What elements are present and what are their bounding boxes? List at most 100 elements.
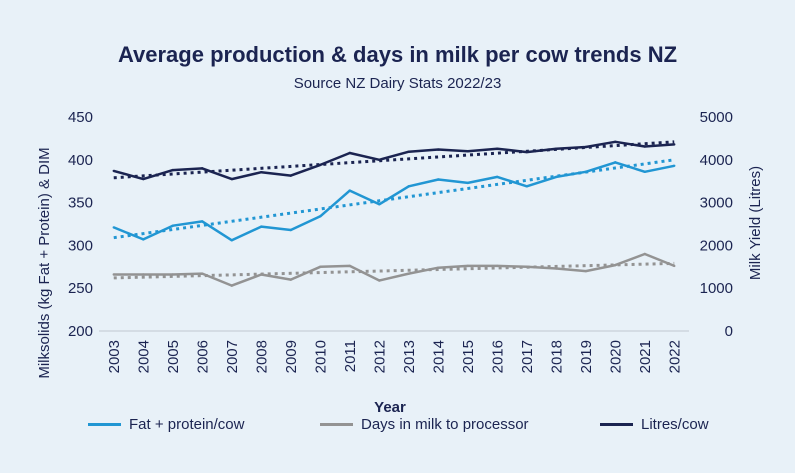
data-point-2: [437, 148, 440, 151]
x-tick: 2022: [666, 340, 683, 373]
data-point-2: [673, 143, 676, 146]
x-tick: 2010: [312, 340, 329, 373]
data-point-2: [319, 163, 322, 167]
data-point-2: [525, 150, 528, 154]
y-left-tick: 200: [68, 323, 93, 340]
legend-item-fat-protein: Fat + protein/cow: [88, 416, 244, 433]
legend-swatch-days-in-milk: [320, 423, 353, 426]
legend-label-days-in-milk: Days in milk to processor: [361, 416, 529, 433]
x-tick: 2020: [607, 340, 624, 373]
data-point-1: [348, 264, 351, 268]
data-point-2: [230, 177, 233, 181]
series-lines: [112, 140, 676, 287]
series-line-0: [113, 161, 675, 242]
data-point-1: [260, 273, 263, 276]
data-point-0: [348, 189, 351, 192]
data-point-0: [555, 175, 558, 179]
x-tick: 2018: [548, 340, 565, 373]
data-point-0: [673, 164, 676, 167]
data-point-0: [289, 228, 292, 232]
data-point-0: [112, 226, 115, 229]
y-axis-left-label: Milksolids (kg Fat + Protein) & DIM: [36, 147, 53, 378]
x-tick: 2015: [460, 340, 477, 373]
data-point-1: [201, 272, 204, 275]
y-right-tick: 5000: [700, 109, 733, 126]
x-tick: 2008: [253, 340, 270, 373]
legend-swatch-litres: [600, 423, 633, 426]
y-right-tick: 2000: [700, 237, 733, 254]
legend-item-litres: Litres/cow: [600, 416, 709, 433]
data-point-1: [289, 278, 292, 281]
data-point-2: [407, 150, 410, 153]
data-point-0: [319, 215, 322, 218]
data-point-0: [525, 185, 528, 188]
y-right-tick: 3000: [700, 195, 733, 212]
data-point-1: [112, 273, 115, 276]
data-point-0: [201, 220, 204, 223]
data-point-2: [201, 167, 204, 170]
data-point-2: [142, 177, 145, 181]
data-point-0: [171, 224, 174, 227]
data-point-2: [260, 171, 263, 174]
data-point-1: [230, 284, 233, 287]
legend-swatch-fat-protein: [88, 423, 121, 426]
x-tick: 2003: [106, 340, 123, 373]
x-tick: 2013: [401, 340, 418, 373]
data-point-2: [643, 145, 646, 148]
data-point-1: [378, 279, 381, 282]
data-point-1: [466, 264, 469, 268]
data-point-1: [555, 267, 558, 270]
data-point-0: [643, 170, 646, 173]
chart-subtitle: Source NZ Dairy Stats 2022/23: [293, 75, 502, 92]
data-point-0: [407, 185, 410, 188]
data-point-0: [260, 225, 263, 228]
data-point-1: [643, 252, 646, 256]
y-left-tick: 400: [68, 152, 93, 169]
data-point-1: [614, 263, 617, 267]
x-ticks: 2003 2004 2005 2006 2007 2008 2009 2010 2011 2012…: [106, 340, 684, 373]
data-point-1: [496, 264, 499, 268]
y-right-tick: 4000: [700, 152, 733, 169]
y-left-tick: 350: [68, 195, 93, 212]
data-point-1: [171, 273, 174, 276]
data-point-2: [614, 140, 617, 144]
data-point-0: [437, 178, 440, 181]
legend-label-fat-protein: Fat + protein/cow: [129, 416, 245, 433]
data-point-0: [378, 203, 381, 206]
data-point-1: [437, 266, 440, 269]
data-point-1: [407, 272, 410, 275]
data-point-2: [348, 151, 351, 155]
data-point-1: [584, 269, 587, 273]
series-line-1: [113, 252, 675, 287]
data-point-2: [584, 145, 587, 149]
y-left-tick: 250: [68, 280, 93, 297]
data-point-2: [289, 174, 292, 177]
y-left-tick: 300: [68, 237, 93, 254]
data-point-0: [614, 161, 617, 164]
data-point-2: [466, 150, 469, 153]
y-left-ticks: 450 400 350 300 250 200: [68, 109, 93, 340]
legend-label-litres: Litres/cow: [641, 416, 709, 433]
x-tick: 2012: [371, 340, 388, 373]
data-point-2: [555, 147, 558, 150]
x-tick: 2017: [519, 340, 536, 373]
x-tick: 2009: [283, 340, 300, 373]
y-left-tick: 450: [68, 109, 93, 126]
y-right-tick: 0: [725, 323, 733, 340]
chart-title: Average production & days in milk per co…: [117, 42, 678, 67]
data-point-2: [496, 147, 499, 150]
x-axis-label: Year: [374, 399, 406, 416]
x-tick: 2006: [194, 340, 211, 373]
y-right-ticks: 5000 4000 3000 2000 1000 0: [700, 109, 733, 340]
data-point-0: [584, 170, 587, 173]
x-tick: 2011: [342, 340, 359, 372]
data-point-2: [112, 169, 115, 173]
x-tick: 2007: [224, 340, 241, 373]
trendline-2: [113, 140, 675, 180]
x-tick: 2005: [165, 340, 182, 373]
data-point-0: [466, 181, 469, 185]
data-point-0: [142, 238, 145, 241]
data-point-2: [171, 168, 174, 172]
trendlines: [113, 140, 675, 280]
legend: Fat + protein/cow Days in milk to proces…: [0, 416, 795, 440]
